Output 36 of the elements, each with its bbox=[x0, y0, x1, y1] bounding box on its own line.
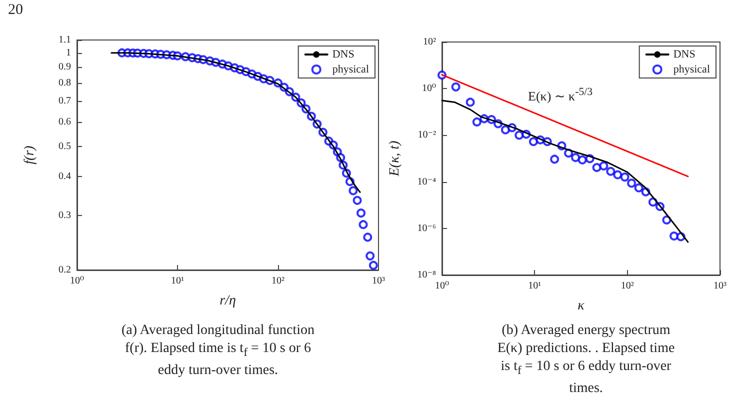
y-tick-label: 10² bbox=[423, 36, 436, 48]
y-tick-label: 0.5 bbox=[58, 140, 71, 152]
y-tick-label: 0.6 bbox=[58, 116, 71, 128]
y-tick-label: 0.8 bbox=[58, 77, 71, 88]
legend-label: physical bbox=[673, 64, 710, 76]
x-axis-title: r/η bbox=[220, 294, 236, 308]
x-tick-label: 10⁰ bbox=[434, 280, 450, 292]
text: 20 bbox=[8, 2, 23, 19]
x-tick-label: 10² bbox=[272, 276, 284, 286]
legend-label: DNS bbox=[673, 48, 696, 60]
y-tick-label: 0.4 bbox=[58, 170, 71, 182]
y-tick-label: 1 bbox=[66, 47, 71, 58]
x-axis-title: κ bbox=[578, 298, 585, 314]
y-tick-label: 1.1 bbox=[58, 34, 71, 46]
x-tick-label: 10¹ bbox=[171, 276, 184, 286]
legend-label: physical bbox=[332, 64, 370, 76]
x-tick-label: 10⁰ bbox=[70, 276, 84, 286]
text: (b) Averaged energy spectrum E(κ) predictions. . Elapsed time is t$_{f}$ = 10 s or 6 eddy turn-over times. bbox=[496, 322, 676, 396]
x-tick-label: 10² bbox=[620, 280, 634, 292]
x-tick-label: 10³ bbox=[372, 276, 385, 286]
y-axis-title: E(κ, t) bbox=[388, 140, 402, 178]
y-tick-label: 10⁻⁶ bbox=[417, 222, 437, 234]
text: (a) Averaged longitudinal function f(r). Elapsed time is t$_{f}$ = 10 s or 6 eddy turn-over times. bbox=[120, 322, 316, 380]
y-tick-label: 0.9 bbox=[58, 62, 71, 73]
y-tick-label: 10⁻⁸ bbox=[417, 270, 437, 280]
legend-label: DNS bbox=[332, 48, 354, 60]
x-tick-label: 10³ bbox=[714, 280, 726, 292]
y-axis-title: f(r) bbox=[22, 145, 38, 164]
y-tick-label: 10⁻⁴ bbox=[417, 176, 437, 188]
y-tick-label: 0.3 bbox=[58, 210, 71, 221]
y-tick-label: 0.7 bbox=[58, 95, 71, 106]
annotation: E(κ) ∼ κ$^{-5/3}$ bbox=[528, 86, 593, 104]
y-tick-label: 0.2 bbox=[58, 264, 71, 276]
y-tick-label: 10⁻² bbox=[418, 130, 436, 141]
y-tick-label: 10⁰ bbox=[422, 83, 436, 94]
x-tick-label: 10¹ bbox=[528, 280, 542, 292]
